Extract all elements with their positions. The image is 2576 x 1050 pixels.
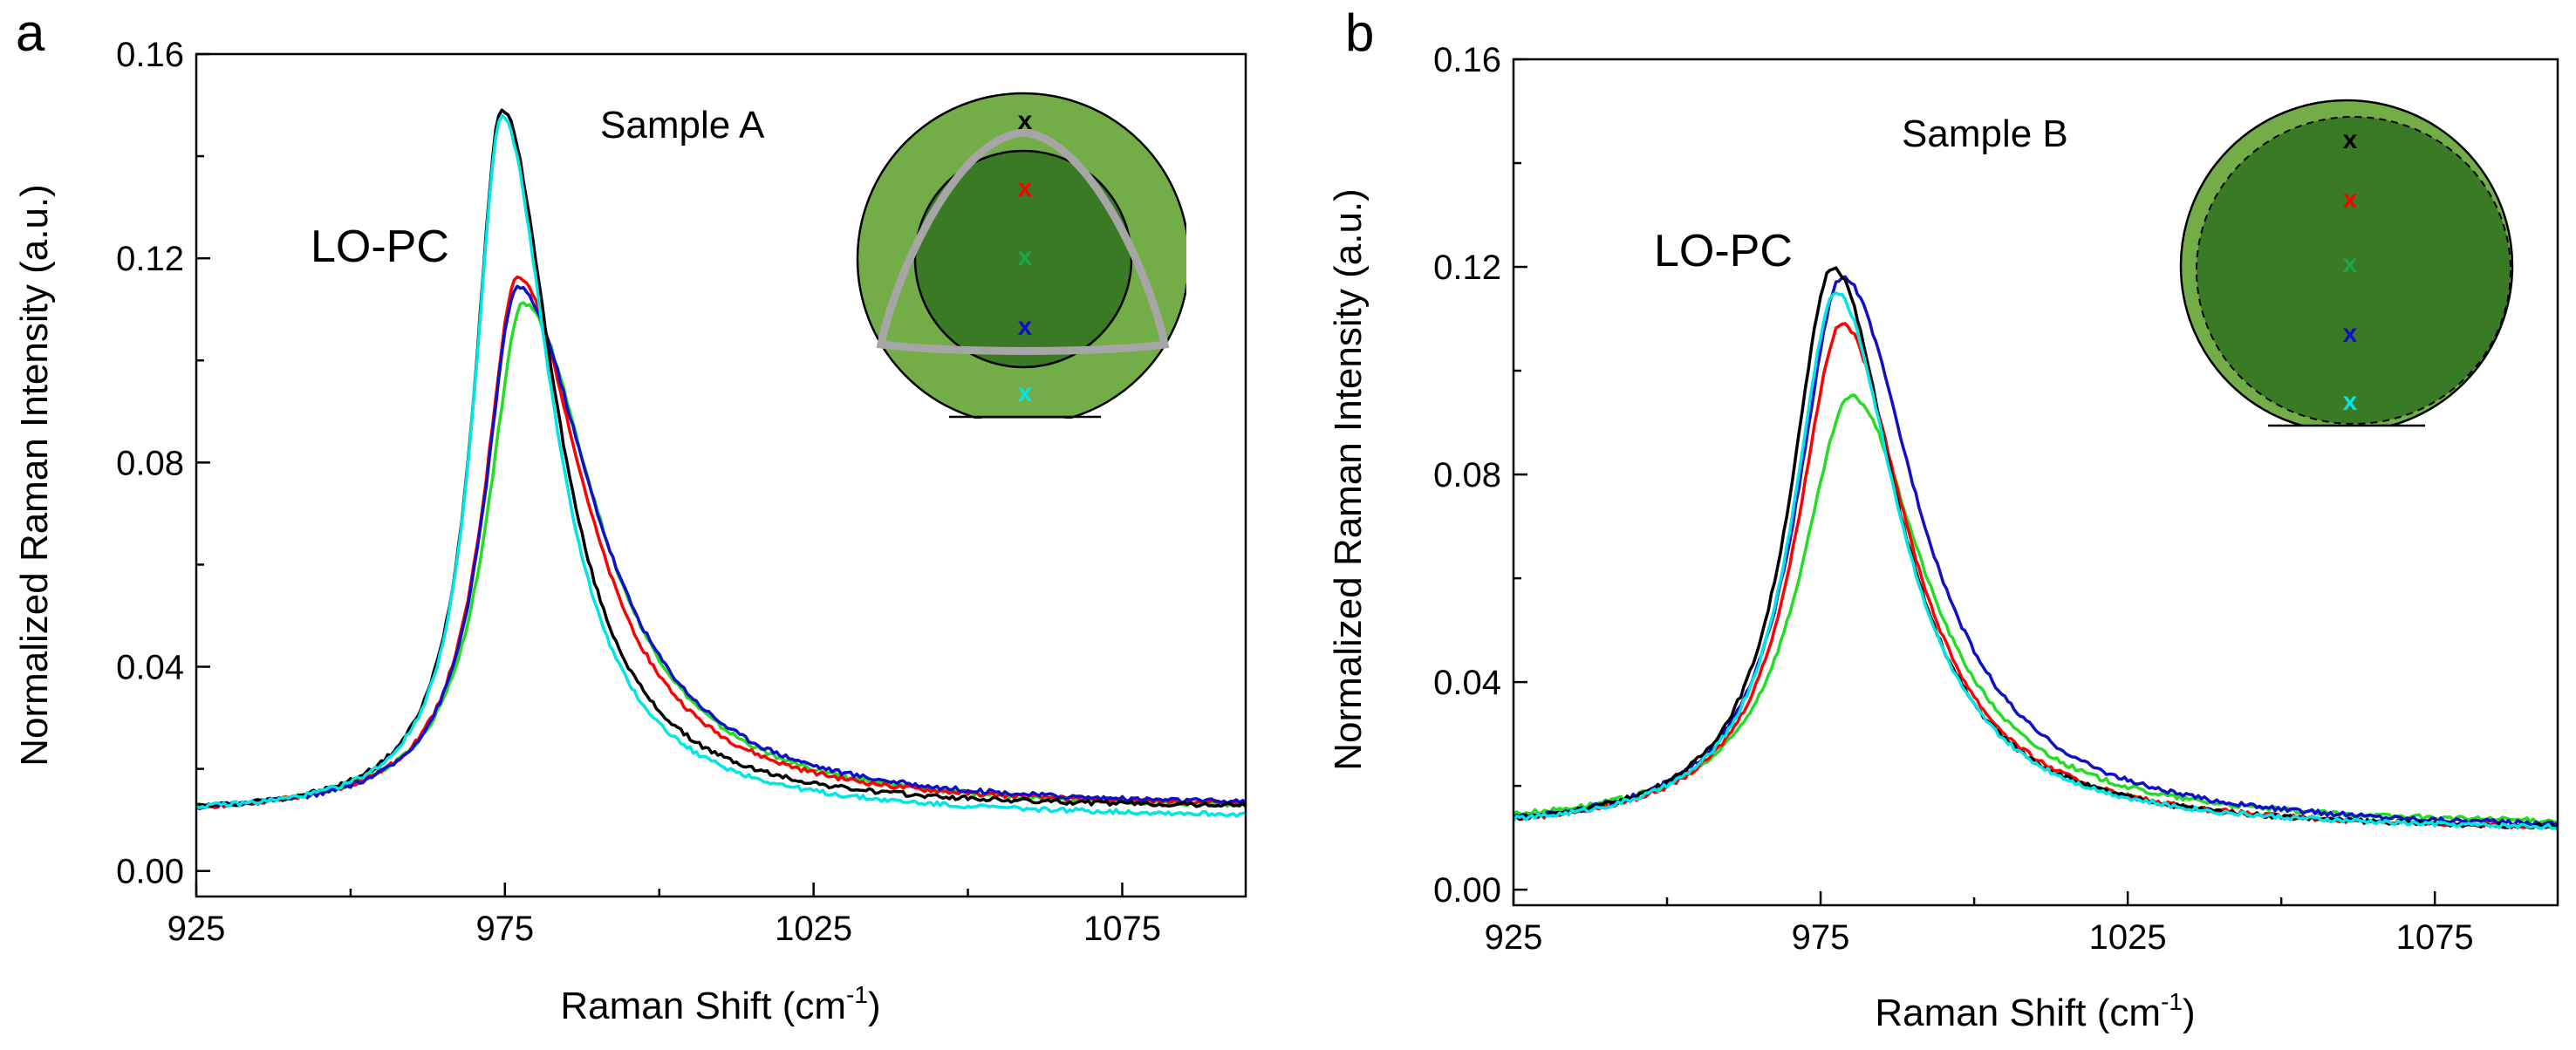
y-tick-label: 0.04	[1433, 664, 1501, 702]
position-marker: x	[2343, 249, 2358, 278]
panel-a: a 925 975 1025 1075 0.00 0.04 0.08 0.12 0.16 Ra…	[13, 3, 1247, 1027]
y-tick-label: 0.00	[1433, 871, 1501, 910]
x-tick-label: 925	[167, 910, 226, 948]
x-tick-label: 1075	[2396, 918, 2474, 957]
y-tick-label: 0.00	[116, 853, 184, 891]
x-tick-label: 1025	[2089, 918, 2167, 957]
series-line-cyan	[1512, 291, 2559, 831]
wafer-inset-b: x x x x x	[2179, 99, 2514, 427]
x-tick-label: 925	[1485, 918, 1543, 957]
y-axis-label-b: Normalized Raman Intensity (a.u.)	[1327, 188, 1370, 771]
plot-frame-b	[1512, 58, 2559, 907]
position-marker: x	[2343, 319, 2358, 348]
plot-frame-a	[195, 52, 1247, 898]
y-tick-label: 0.08	[116, 444, 184, 482]
position-marker: x	[1018, 242, 1033, 271]
position-marker: x	[1018, 106, 1033, 135]
markers-b: x x x x x	[2343, 126, 2358, 416]
x-tick-label: 975	[1792, 918, 1850, 957]
y-tick-label: 0.16	[1433, 41, 1501, 79]
y-axis-label-a: Normalized Raman Intensity (a.u.)	[13, 184, 56, 767]
sample-label-b: Sample B	[1902, 112, 2068, 155]
x-axis-label-b: Raman Shift (cm-1)	[1875, 988, 2195, 1034]
triangular-boundary-a	[876, 128, 1170, 355]
ticks-a	[195, 52, 1124, 897]
markers-a: x x x x x	[1018, 106, 1033, 407]
position-marker: x	[2343, 185, 2358, 214]
wafer-inset-a: x x x x x	[856, 92, 1186, 419]
sample-label-a: Sample A	[600, 104, 765, 147]
plot-area-b	[1512, 266, 2559, 831]
peak-label-a: LO-PC	[311, 222, 449, 272]
x-axis-label-a: Raman Shift (cm-1)	[560, 981, 880, 1027]
x-tick-label: 1075	[1083, 910, 1161, 948]
wafer-inner-b	[2196, 116, 2511, 425]
x-tick-label: 1025	[775, 910, 852, 948]
position-marker: x	[1018, 378, 1033, 407]
series-line-cyan	[195, 113, 1247, 818]
position-marker: x	[2343, 387, 2358, 416]
y-tick-labels-a: 0.00 0.04 0.08 0.12 0.16	[116, 36, 184, 891]
panel-letter-a: a	[16, 3, 45, 62]
panel-letter-b: b	[1345, 3, 1374, 62]
y-tick-label: 0.12	[1433, 249, 1501, 287]
wafer-inner-a	[913, 149, 1133, 369]
x-tick-label: 975	[475, 910, 534, 948]
panel-b: b 925 975 1025 1075 0.00 0.04 0.08 0.12 0.16 Ra…	[1327, 3, 2559, 1034]
x-tick-labels-a: 925 975 1025 1075	[167, 910, 1161, 948]
plot-area-a	[195, 108, 1247, 818]
position-marker: x	[1018, 312, 1033, 341]
position-marker: x	[1018, 174, 1033, 202]
y-tick-label: 0.16	[116, 36, 184, 74]
y-tick-labels-b: 0.00 0.04 0.08 0.12 0.16	[1433, 41, 1501, 910]
series-line-blue	[195, 284, 1247, 811]
y-tick-label: 0.04	[116, 649, 184, 687]
ticks-b	[1512, 58, 2436, 905]
y-tick-label: 0.08	[1433, 456, 1501, 494]
x-tick-labels-b: 925 975 1025 1075	[1485, 918, 2474, 957]
peak-label-b: LO-PC	[1654, 226, 1793, 276]
y-tick-label: 0.12	[116, 240, 184, 278]
position-marker: x	[2343, 126, 2358, 154]
